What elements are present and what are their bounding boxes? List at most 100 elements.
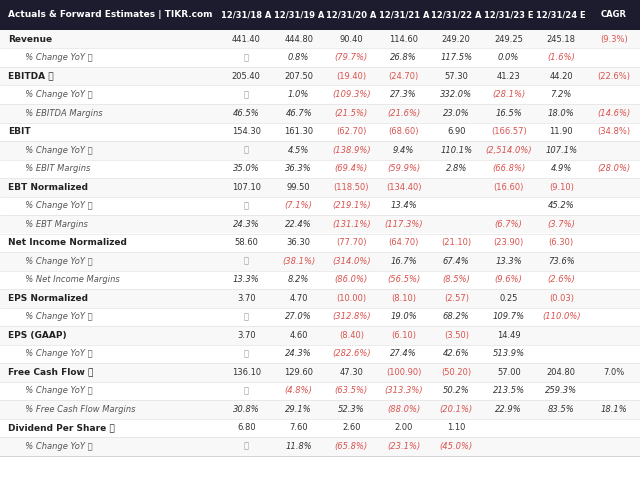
Bar (0, 252, 640, 271)
Text: 161.30: 161.30 (284, 127, 314, 136)
Text: 12/31/18 A: 12/31/18 A (221, 10, 271, 20)
Text: 332.0%: 332.0% (440, 90, 472, 99)
Text: 12/31/21 A: 12/31/21 A (378, 10, 429, 20)
Text: % Change YoY ⓘ: % Change YoY ⓘ (20, 201, 93, 210)
Text: Revenue: Revenue (8, 35, 52, 44)
Text: (65.8%): (65.8%) (335, 442, 368, 451)
Text: 24.3%: 24.3% (285, 349, 312, 358)
Text: 27.3%: 27.3% (390, 90, 417, 99)
Text: (166.57): (166.57) (491, 127, 527, 136)
Text: (21.10): (21.10) (441, 238, 471, 247)
Text: 204.80: 204.80 (547, 368, 576, 377)
Text: 259.3%: 259.3% (545, 386, 577, 395)
Text: (8.10): (8.10) (391, 294, 416, 303)
Text: 12/31/19 A: 12/31/19 A (273, 10, 324, 20)
Text: (6.7%): (6.7%) (495, 220, 523, 229)
Bar (0, 49, 640, 67)
Text: (9.3%): (9.3%) (600, 35, 628, 44)
Text: 57.00: 57.00 (497, 368, 520, 377)
Text: 11.90: 11.90 (549, 127, 573, 136)
Text: (1.6%): (1.6%) (547, 53, 575, 62)
Text: (118.50): (118.50) (333, 183, 369, 192)
Text: (3.7%): (3.7%) (547, 220, 575, 229)
Bar (0, 308, 640, 326)
Text: 136.10: 136.10 (232, 368, 261, 377)
Bar (0, 159, 640, 178)
Text: 441.40: 441.40 (232, 35, 260, 44)
Text: % Change YoY ⓘ: % Change YoY ⓘ (20, 53, 93, 62)
Text: (9.6%): (9.6%) (495, 275, 523, 284)
Text: 35.0%: 35.0% (233, 164, 260, 173)
Text: (138.9%): (138.9%) (332, 146, 371, 155)
Text: 23.0%: 23.0% (443, 109, 470, 118)
Text: EPS (GAAP): EPS (GAAP) (8, 331, 67, 340)
Text: (88.0%): (88.0%) (387, 405, 420, 414)
Text: 7.60: 7.60 (289, 423, 308, 432)
Text: 245.18: 245.18 (547, 35, 576, 44)
Text: (2.57): (2.57) (444, 294, 468, 303)
Text: % Free Cash Flow Margins: % Free Cash Flow Margins (20, 405, 136, 414)
Text: (45.0%): (45.0%) (440, 442, 473, 451)
Bar (0, 178, 640, 196)
Text: (110.0%): (110.0%) (542, 312, 580, 321)
Text: (219.1%): (219.1%) (332, 201, 371, 210)
Text: 213.5%: 213.5% (493, 386, 525, 395)
Text: 24.3%: 24.3% (233, 220, 260, 229)
Text: 🔒: 🔒 (244, 312, 249, 321)
Text: (117.3%): (117.3%) (385, 220, 423, 229)
Text: (28.0%): (28.0%) (597, 164, 630, 173)
Text: 50.2%: 50.2% (443, 386, 470, 395)
Text: 27.0%: 27.0% (285, 312, 312, 321)
Text: (8.5%): (8.5%) (442, 275, 470, 284)
Text: 57.30: 57.30 (444, 72, 468, 81)
Bar (0, 344, 640, 363)
Bar (0, 196, 640, 215)
Text: (14.6%): (14.6%) (597, 109, 630, 118)
Text: EPS Normalized: EPS Normalized (8, 294, 88, 303)
Bar (0, 30, 640, 49)
Text: % EBITDA Margins: % EBITDA Margins (20, 109, 102, 118)
Text: (313.3%): (313.3%) (385, 386, 423, 395)
Text: 16.7%: 16.7% (390, 257, 417, 266)
Text: % Change YoY ⓘ: % Change YoY ⓘ (20, 386, 93, 395)
Text: % EBIT Margins: % EBIT Margins (20, 164, 90, 173)
Bar (0, 67, 640, 86)
Text: 107.10: 107.10 (232, 183, 260, 192)
Text: 26.8%: 26.8% (390, 53, 417, 62)
Text: (312.8%): (312.8%) (332, 312, 371, 321)
Text: (77.70): (77.70) (336, 238, 367, 247)
Text: 18.0%: 18.0% (548, 109, 575, 118)
Bar (0, 0, 640, 30)
Text: 13.3%: 13.3% (233, 275, 260, 284)
Text: (63.5%): (63.5%) (335, 386, 368, 395)
Text: 16.5%: 16.5% (495, 109, 522, 118)
Text: 0.8%: 0.8% (288, 53, 309, 62)
Text: 29.1%: 29.1% (285, 405, 312, 414)
Text: % Change YoY ⓘ: % Change YoY ⓘ (20, 349, 93, 358)
Text: 🔒: 🔒 (244, 442, 249, 451)
Text: 2.60: 2.60 (342, 423, 360, 432)
Text: 42.6%: 42.6% (443, 349, 470, 358)
Text: 4.60: 4.60 (289, 331, 308, 340)
Text: (79.7%): (79.7%) (335, 53, 368, 62)
Text: (7.1%): (7.1%) (285, 201, 313, 210)
Text: 0.0%: 0.0% (498, 53, 520, 62)
Text: (62.70): (62.70) (336, 127, 367, 136)
Text: 249.25: 249.25 (494, 35, 523, 44)
Text: (23.90): (23.90) (493, 238, 524, 247)
Text: % Change YoY ⓘ: % Change YoY ⓘ (20, 442, 93, 451)
Text: 3.70: 3.70 (237, 294, 255, 303)
Text: % Change YoY ⓘ: % Change YoY ⓘ (20, 312, 93, 321)
Text: 513.9%: 513.9% (493, 349, 525, 358)
Text: 67.4%: 67.4% (443, 257, 470, 266)
Text: (24.70): (24.70) (388, 72, 419, 81)
Bar (0, 289, 640, 308)
Text: 207.50: 207.50 (284, 72, 313, 81)
Bar (0, 215, 640, 234)
Text: Free Cash Flow ⓘ: Free Cash Flow ⓘ (8, 368, 93, 377)
Text: (20.1%): (20.1%) (440, 405, 473, 414)
Bar (0, 326, 640, 344)
Text: (64.70): (64.70) (388, 238, 419, 247)
Text: (22.6%): (22.6%) (597, 72, 630, 81)
Text: (21.6%): (21.6%) (387, 109, 420, 118)
